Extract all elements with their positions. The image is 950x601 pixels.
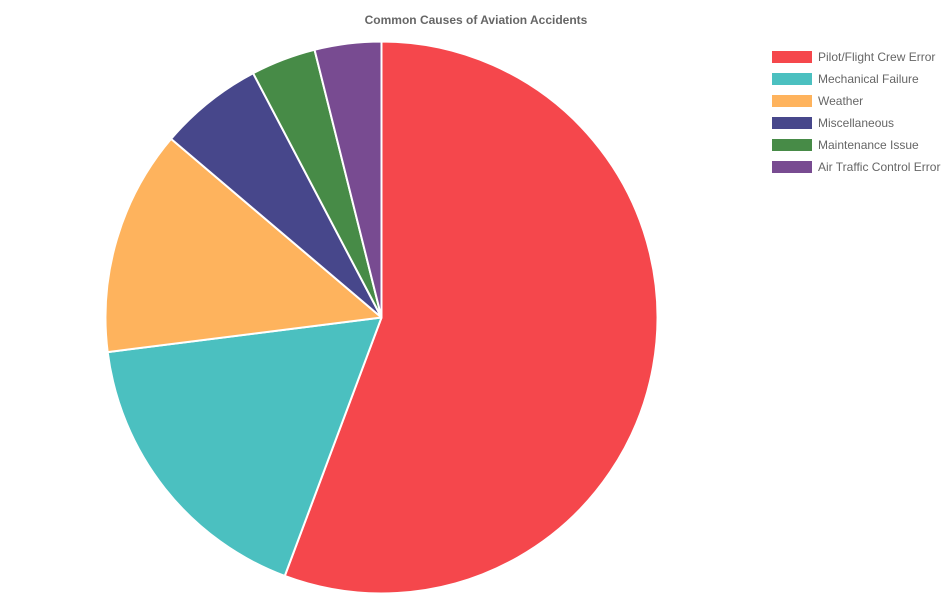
legend-swatch [772, 161, 812, 173]
legend-label: Mechanical Failure [818, 72, 919, 86]
pie-slice-weather[interactable] [104, 137, 383, 354]
legend-label: Air Traffic Control Error [818, 160, 941, 174]
legend-label: Miscellaneous [818, 116, 895, 130]
legend-item[interactable]: Weather [772, 90, 950, 112]
legend: Pilot/Flight Crew Error Mechanical Failur… [772, 46, 950, 178]
legend-item[interactable]: Miscellaneous [772, 112, 950, 134]
legend-label: Weather [818, 94, 864, 108]
legend-label: Pilot/Flight Crew Error [818, 50, 936, 64]
pie-slice-air-traffic-control-error[interactable] [313, 40, 383, 319]
legend-label: Maintenance Issue [818, 138, 919, 152]
chart-title: Common Causes of Aviation Accidents [364, 13, 588, 27]
legend-swatch [772, 117, 812, 129]
legend-swatch [772, 73, 812, 85]
legend-item[interactable]: Mechanical Failure [772, 68, 950, 90]
legend-swatch [772, 95, 812, 107]
legend-item[interactable]: Maintenance Issue [772, 134, 950, 156]
legend-item[interactable]: Pilot/Flight Crew Error [772, 46, 950, 68]
pie-slice-pilot-flight-crew-error[interactable] [283, 40, 659, 595]
legend-swatch [772, 139, 812, 151]
legend-swatch [772, 51, 812, 63]
pie-slice-mechanical-failure[interactable] [106, 316, 383, 577]
legend-item[interactable]: Air Traffic Control Error [772, 156, 950, 178]
